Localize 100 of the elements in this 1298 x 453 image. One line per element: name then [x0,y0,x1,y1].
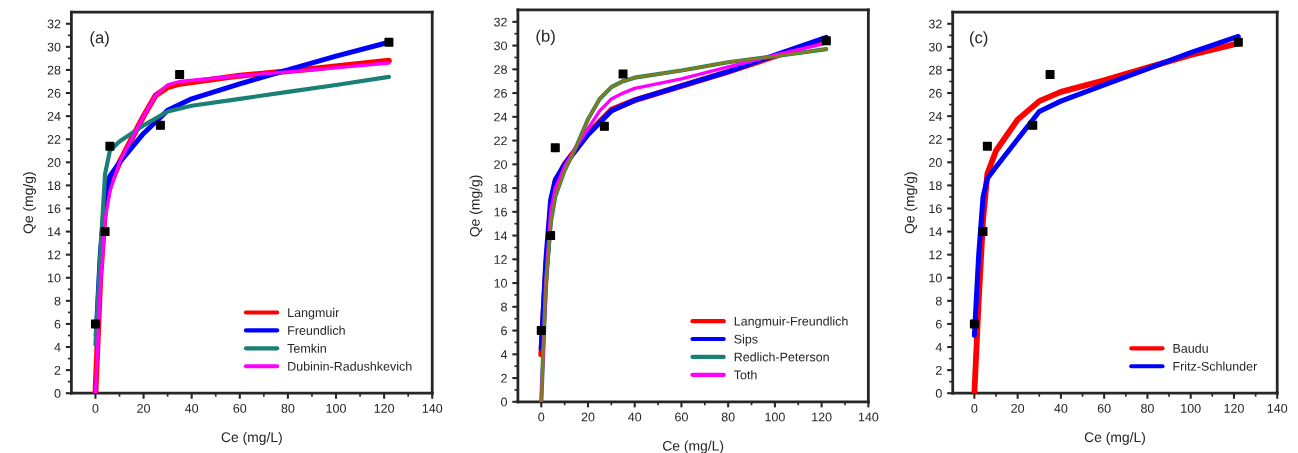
y-tick-label: 28 [47,65,61,75]
y-axis-title: Qe (mg/g) [904,172,918,234]
x-tick-label: 60 [233,403,247,413]
y-tick-label: 16 [929,204,942,214]
x-tick-label: 0 [538,412,545,422]
y-tick-label: 24 [929,111,942,121]
y-tick-label: 6 [501,326,507,336]
y-tick-label: 14 [929,227,942,237]
x-tick-label: 120 [812,412,832,422]
x-tick-label: 80 [1141,403,1154,413]
point [384,37,394,47]
point [155,120,165,130]
annotation: (c) [969,31,988,47]
y-tick-label: 12 [929,250,942,260]
x-tick-label: 120 [1224,403,1244,413]
legend-label: Freundlich [288,325,345,335]
x-tick-label: 60 [675,412,688,422]
y-tick-label: 32 [928,19,942,29]
point [175,70,185,80]
y-tick-label: 30 [928,42,942,52]
legend-label: Temkin [287,343,326,353]
y-tick-label: 8 [935,296,942,306]
y-tick-label: 20 [494,160,507,169]
y-tick-label: 4 [935,342,942,352]
y-tick-label: 18 [494,183,507,193]
y-tick-label: 2 [935,365,942,375]
x-tick-label: 20 [1011,403,1025,413]
point [1028,120,1038,130]
y-tick-label: 32 [494,17,507,27]
point [1045,70,1055,80]
y-tick-label: 16 [494,207,507,217]
x-tick-label: 140 [858,412,879,422]
point [821,36,831,46]
y-axis-title: Qe (mg/g) [469,175,483,237]
y-tick-label: 8 [501,302,507,312]
y-tick-label: 24 [47,111,61,121]
y-tick-label: 4 [500,350,508,359]
x-tick-label: 80 [721,412,735,422]
annotation: (a) [90,31,109,47]
x-tick-label: 100 [326,403,346,413]
y-tick-label: 14 [494,231,508,241]
y-axis-title: Qe (mg/g) [23,172,36,234]
y-tick-label: 24 [494,112,508,122]
y-tick-label: 14 [48,227,61,237]
point [90,319,100,329]
point [550,143,560,153]
point [969,319,979,329]
x-tick-label: 40 [1054,403,1068,413]
x-tick-label: 20 [581,412,595,422]
y-tick-label: 4 [54,342,61,352]
y-tick-label: 22 [494,136,507,146]
x-tick-label: 140 [422,403,443,413]
x-tick-label: 140 [1267,403,1288,413]
x-tick-label: 60 [1097,403,1111,413]
x-tick-label: 120 [374,403,395,413]
point [599,121,609,131]
x-axis-title: Ce (mg/L) [1084,431,1145,445]
legend-label: Dubinin-Radushkevich [288,361,412,371]
y-tick-label: 0 [54,389,61,398]
y-tick-label: 26 [47,88,61,98]
y-tick-label: 18 [929,181,942,191]
x-axis-title: Ce (mg/L) [662,440,724,453]
y-tick-label: 10 [48,273,61,283]
x-tick-label: 20 [137,403,151,413]
y-tick-label: 16 [48,204,61,214]
point [100,227,110,237]
x-tick-label: 40 [628,412,642,422]
y-tick-label: 2 [54,365,61,375]
point [536,326,546,336]
y-tick-label: 30 [47,42,61,52]
y-tick-label: 30 [494,41,507,51]
y-tick-label: 6 [54,319,61,329]
point [546,231,556,241]
legend-label: Fritz-Schlunder [1173,361,1258,371]
y-tick-label: 22 [929,135,942,144]
y-tick-label: 10 [494,278,507,288]
y-tick-label: 12 [48,250,61,260]
y-tick-label: 20 [929,158,942,167]
point [1233,37,1243,47]
legend-label: Toth [734,370,757,380]
annotation: (b) [536,29,555,46]
y-tick-label: 28 [494,65,507,74]
y-tick-label: 28 [929,65,942,75]
y-tick-label: 26 [929,88,942,98]
legend-label: Baudu [1173,343,1208,353]
y-tick-label: 32 [47,19,61,29]
y-tick-label: 18 [48,181,61,191]
y-tick-label: 2 [501,373,507,383]
legend-label: Redlich-Peterson [734,352,829,362]
y-tick-label: 22 [47,135,61,144]
y-tick-label: 8 [54,296,61,306]
y-tick-label: 10 [929,273,942,283]
legend-label: Langmuir [288,307,340,320]
point [105,141,115,151]
x-tick-label: 0 [971,403,978,413]
x-tick-label: 0 [92,403,99,413]
x-tick-label: 40 [185,403,199,413]
point [982,141,992,151]
x-tick-label: 80 [281,403,295,413]
point [618,69,628,79]
